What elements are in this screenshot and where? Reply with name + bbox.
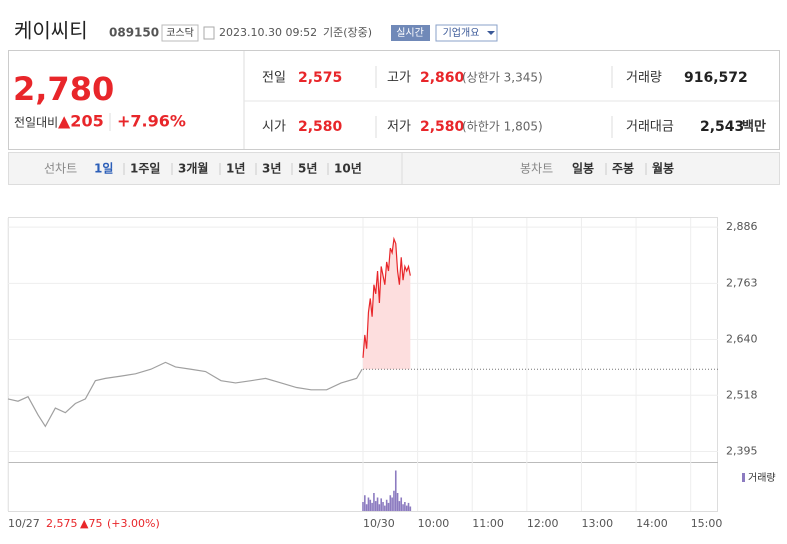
stat-value: 2,575 — [298, 70, 342, 86]
volume-legend-swatch — [742, 473, 745, 482]
volume-bar — [391, 497, 393, 511]
volume-bar — [402, 504, 404, 511]
x-tick-label: 14:00 — [636, 517, 668, 530]
tab-group-label: 봉차트 — [520, 162, 553, 176]
tab[interactable]: 10년 — [334, 162, 362, 176]
volume-bar — [404, 502, 406, 511]
x-tick-label: 12:00 — [527, 517, 559, 530]
stat-label: 거래량 — [626, 71, 662, 86]
volume-bar — [364, 495, 366, 511]
price-line — [362, 236, 411, 358]
area — [363, 239, 411, 370]
x-tick-label: 13:00 — [581, 517, 613, 530]
tab[interactable]: 1년 — [226, 162, 245, 176]
change-pct: +7.96% — [117, 112, 186, 131]
change: ▲205 — [58, 112, 104, 131]
x-tick-label: 10/27 — [8, 517, 40, 530]
icon — [203, 26, 215, 40]
tab[interactable]: 5년 — [298, 162, 317, 176]
price-line — [7, 361, 363, 428]
volume-bar — [396, 493, 399, 511]
volume-bar — [382, 502, 384, 511]
tab[interactable]: 일봉 — [572, 162, 594, 176]
tab[interactable]: 3년 — [262, 162, 281, 176]
volume-bar — [365, 504, 368, 511]
stat-label: 전일 — [262, 71, 286, 86]
volume-bar — [373, 493, 375, 511]
volume-bar — [380, 498, 383, 511]
y-tick-label: 2,763 — [726, 276, 758, 289]
stat-value: 916,572 — [684, 70, 748, 86]
x-tick-label: 15:00 — [691, 517, 723, 530]
stat-note: (상한가 3,345) — [462, 71, 543, 85]
volume-bar — [393, 490, 395, 511]
tab[interactable]: 주봉 — [612, 162, 634, 176]
stat-value: 2,580 — [298, 119, 343, 135]
x-tick-label: 11:00 — [472, 517, 504, 530]
stat-label: 거래대금 — [626, 120, 674, 135]
stat-label: 시가 — [262, 120, 286, 135]
tab[interactable]: 1일 — [94, 162, 113, 176]
market-badge — [161, 24, 199, 42]
volume-bar — [407, 502, 410, 511]
volume-bar — [362, 502, 364, 511]
market: 코스닥 — [166, 27, 194, 39]
y-tick-label: 2,640 — [726, 333, 758, 346]
footer-change-pct: (+3.00%) — [107, 517, 160, 530]
basis: 기준(장중) — [323, 26, 372, 39]
y-tick-label: 2,395 — [726, 444, 758, 457]
x-tick-label: 10:00 — [418, 517, 450, 530]
stat-value: 2,580 — [420, 119, 465, 135]
volume-bar — [367, 497, 370, 511]
volume-bar — [405, 505, 408, 511]
info-box — [8, 50, 780, 150]
y-tick-label: 2,886 — [726, 220, 758, 233]
stat-value: 2,543 — [700, 119, 744, 135]
volume-bar — [400, 497, 403, 511]
volume-bar — [409, 506, 412, 511]
tab[interactable]: 3개월 — [178, 161, 208, 176]
stat-label: 고가 — [387, 71, 411, 86]
overview[interactable]: 기업개요 — [443, 26, 480, 39]
datetime: 2023.10.30 09:52 — [219, 26, 317, 39]
dropdown-arrow — [487, 31, 495, 35]
stat-unit: 백만 — [742, 119, 766, 135]
tab-bar — [8, 152, 780, 185]
volume-bar — [387, 502, 390, 511]
tab-group-label: 선차트 — [44, 162, 77, 176]
stat-label: 저가 — [387, 120, 411, 135]
footer-change: ▲75 — [80, 517, 102, 530]
stock-name: 케이씨티 — [14, 19, 88, 43]
stat-note: (하한가 1,805) — [462, 120, 543, 134]
volume-bar — [376, 497, 379, 511]
volume-bar — [369, 499, 372, 511]
price: 2,780 — [13, 70, 114, 108]
stock-code: 089150 — [109, 26, 159, 40]
stat-value: 2,860 — [420, 70, 465, 86]
overview-button[interactable] — [435, 24, 498, 42]
tab[interactable]: 월봉 — [652, 161, 674, 176]
volume-bar — [378, 504, 381, 511]
realtime[interactable]: 실시간 — [396, 27, 424, 39]
realtime-badge[interactable] — [391, 25, 430, 41]
volume-bar — [384, 505, 386, 511]
volume-bar — [398, 501, 401, 511]
y-tick-label: 2,518 — [726, 388, 758, 401]
tab[interactable]: 1주일 — [130, 162, 160, 176]
x-tick-label: 10/30 — [363, 517, 395, 530]
volume-legend: 거래량 — [748, 472, 776, 484]
volume-bar — [385, 499, 388, 511]
volume-bar — [389, 495, 392, 511]
volume-bar — [374, 501, 377, 511]
footer-price: 2,575 — [46, 517, 78, 530]
change-label: 전일대비 — [14, 116, 58, 130]
volume-bar — [371, 502, 373, 511]
volume-bar — [394, 470, 397, 511]
